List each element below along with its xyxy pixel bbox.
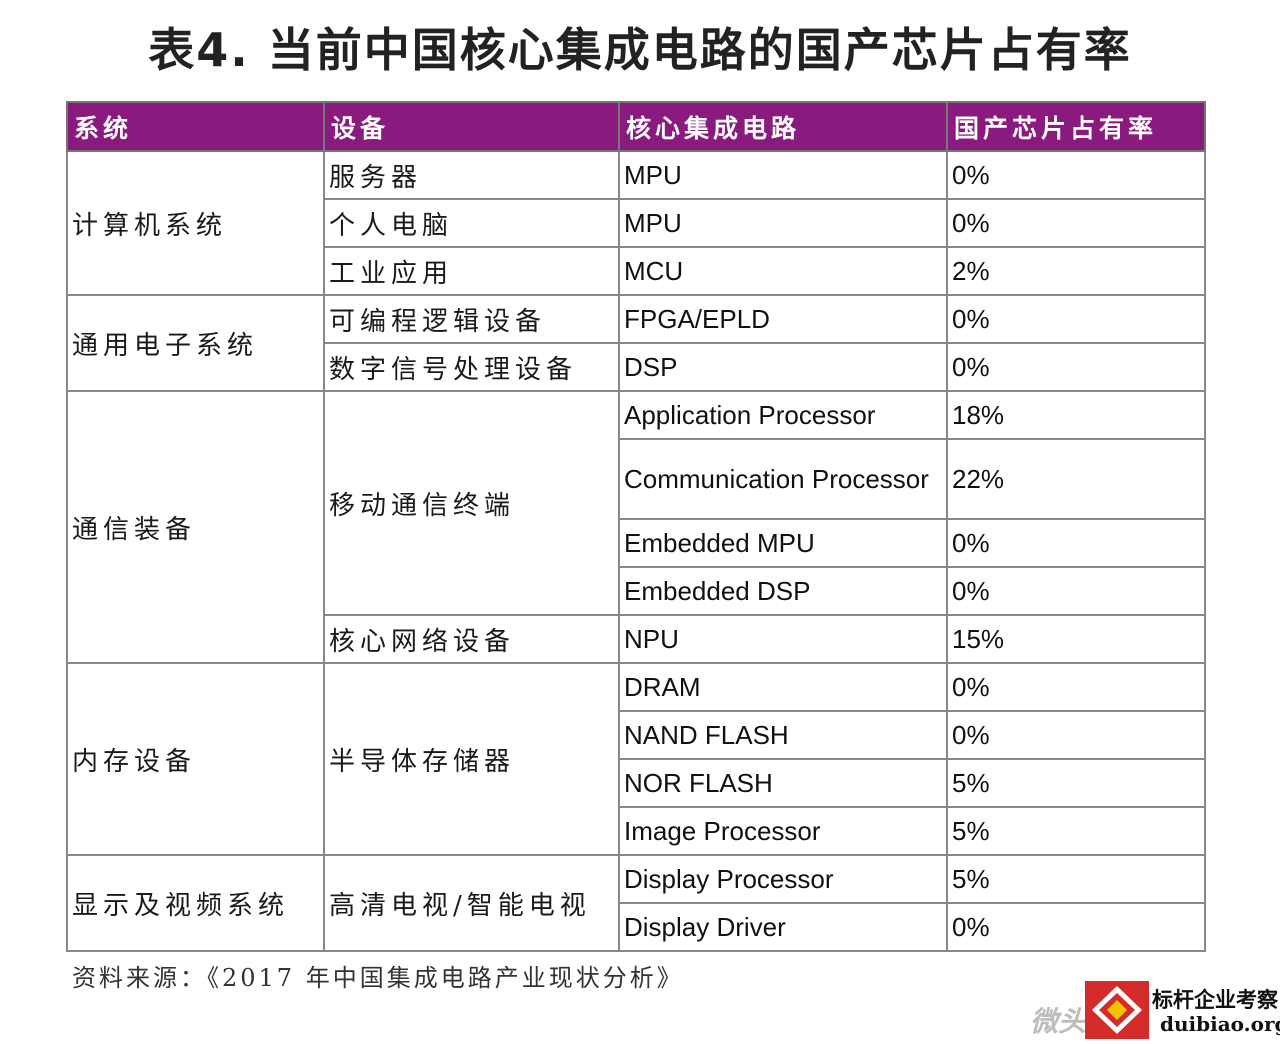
table-row: Embedded MPU 0% [67, 518, 1206, 568]
device-cell: 个人电脑 [323, 198, 620, 248]
share-cell: 0% [946, 342, 1206, 392]
system-cell: 计算机系统 [66, 150, 325, 296]
table-row: NAND FLASH 0% [67, 710, 1206, 760]
ic-cell: Embedded MPU [618, 518, 948, 568]
table-row: 通信装备 移动通信终端 Application Processor 18% [66, 390, 1206, 664]
table-row: 核心网络设备 NPU 15% [67, 614, 1206, 664]
share-cell: 0% [946, 662, 1206, 712]
watermark-title: 标杆企业考察 [1152, 987, 1278, 1012]
table-row: Image Processor 5% [67, 806, 1206, 856]
system-cell: 通信装备 [66, 390, 325, 664]
ic-cell: NOR FLASH [618, 758, 948, 808]
device-cell: 服务器 [323, 150, 620, 200]
table-row: 内存设备 半导体存储器 DRAM 0% [66, 662, 1206, 856]
ic-cell: DRAM [618, 662, 948, 712]
device-cell: 数字信号处理设备 [323, 342, 620, 392]
share-cell: 5% [946, 758, 1206, 808]
ic-cell: DSP [618, 342, 948, 392]
table-row: 通用电子系统 可编程逻辑设备 FPGA/EPLD 0% [66, 294, 1206, 392]
table-title: 表4. 当前中国核心集成电路的国产芯片占有率 [148, 23, 1132, 77]
ic-cell: MPU [618, 198, 948, 248]
share-cell: 18% [946, 390, 1206, 440]
share-cell: 0% [946, 198, 1206, 248]
device-cell: 工业应用 [323, 246, 620, 296]
table-row: 显示及视频系统 高清电视/智能电视 Display Processor 5% [66, 854, 1206, 952]
share-cell: 0% [946, 294, 1206, 344]
device-cell: 核心网络设备 [323, 614, 620, 664]
ic-cell: Embedded DSP [618, 566, 948, 616]
table-row: 数字信号处理设备 DSP 0% [67, 342, 1206, 392]
ic-cell: MPU [618, 150, 948, 200]
header-core-ic: 核心集成电路 [618, 101, 948, 152]
share-cell: 5% [946, 854, 1206, 904]
diamond-logo-icon [1084, 980, 1150, 1040]
watermark-text: 微头 [1030, 1005, 1087, 1038]
ic-cell: Display Processor [618, 854, 948, 904]
table-row: NOR FLASH 5% [67, 758, 1206, 808]
share-cell: 0% [946, 518, 1206, 568]
device-cell: 移动通信终端 [323, 390, 620, 616]
share-cell: 22% [946, 438, 1206, 520]
device-cell: 半导体存储器 [323, 662, 620, 856]
table-row: Display Driver 0% [67, 902, 1206, 952]
table-header-row: 系统 设备 核心集成电路 国产芯片占有率 [66, 101, 1206, 152]
table-row: Embedded DSP 0% [67, 566, 1206, 616]
system-cell: 显示及视频系统 [66, 854, 325, 952]
ic-cell: Image Processor [618, 806, 948, 856]
table-row: 个人电脑 MPU 0% [67, 198, 1206, 248]
device-cell: 高清电视/智能电视 [323, 854, 620, 952]
header-device: 设备 [323, 101, 620, 152]
share-cell: 15% [946, 614, 1206, 664]
ic-cell: Display Driver [618, 902, 948, 952]
header-system: 系统 [66, 101, 325, 152]
header-domestic-share: 国产芯片占有率 [946, 101, 1206, 152]
ic-cell: FPGA/EPLD [618, 294, 948, 344]
ic-cell: NAND FLASH [618, 710, 948, 760]
watermark-url: duibiao.org [1160, 1012, 1280, 1036]
share-cell: 5% [946, 806, 1206, 856]
ic-cell: NPU [618, 614, 948, 664]
table-row: 计算机系统 服务器 MPU 0% [66, 150, 1206, 296]
table-row: Communication Processor 22% [67, 438, 1206, 520]
table-row: 工业应用 MCU 2% [67, 246, 1206, 296]
share-cell: 0% [946, 902, 1206, 952]
ic-cell: Application Processor [618, 390, 948, 440]
share-cell: 0% [946, 710, 1206, 760]
chip-share-table: 系统 设备 核心集成电路 国产芯片占有率 计算机系统 服务器 MPU 0% 个人… [66, 101, 1206, 952]
system-cell: 通用电子系统 [66, 294, 325, 392]
share-cell: 2% [946, 246, 1206, 296]
share-cell: 0% [946, 566, 1206, 616]
ic-cell: Communication Processor [618, 438, 948, 520]
device-cell: 可编程逻辑设备 [323, 294, 620, 344]
source-note: 资料来源：《2017 年中国集成电路产业现状分析》 [72, 964, 684, 992]
share-cell: 0% [946, 150, 1206, 200]
ic-cell: MCU [618, 246, 948, 296]
system-cell: 内存设备 [66, 662, 325, 856]
